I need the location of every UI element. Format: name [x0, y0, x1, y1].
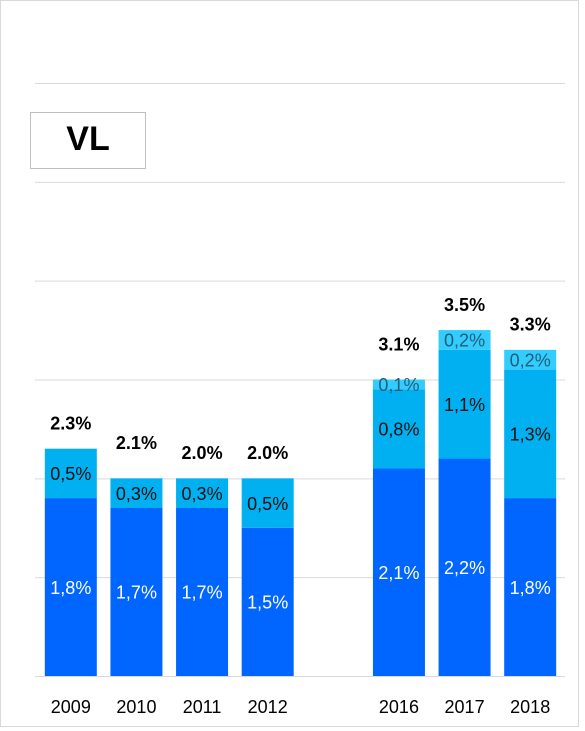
value-label: 1,3% — [510, 425, 551, 445]
value-label: 2,1% — [378, 563, 419, 583]
annotation-box — [30, 112, 146, 169]
bar-segment — [176, 507, 229, 676]
value-label: 0,5% — [247, 494, 288, 514]
total-label: 2.3% — [50, 413, 91, 433]
value-label: 1,1% — [444, 395, 485, 415]
value-label: 0,8% — [378, 420, 419, 440]
bars: 1,8% 0,5% 2.3% 1,7% 0,3% 2.1% 1,7% 0,3% 2.0% 1,5%… — [44, 295, 557, 676]
bar-segment — [438, 349, 491, 459]
value-label: 0,2% — [444, 331, 485, 351]
value-label: 0,3% — [182, 484, 223, 504]
value-label: 0,2% — [510, 350, 551, 370]
x-tick-label: 2012 — [248, 697, 288, 717]
x-tick-label: 2016 — [379, 697, 419, 717]
bar-segment — [44, 498, 97, 676]
bar-segment — [504, 349, 557, 370]
x-tick-label: 2018 — [510, 697, 550, 717]
bar-segment — [110, 478, 163, 508]
total-label: 2.0% — [182, 443, 223, 463]
total-label: 3.5% — [444, 295, 485, 315]
bar-segment — [438, 330, 491, 350]
x-tick-label: 2010 — [116, 697, 156, 717]
bar-segment — [44, 448, 97, 499]
value-label: 0,5% — [50, 464, 91, 484]
bar-segment — [504, 498, 557, 676]
x-tick-label: 2011 — [183, 697, 222, 717]
value-label: 0,3% — [116, 484, 157, 504]
bar-segment — [372, 468, 425, 676]
bar-segment — [372, 389, 425, 469]
x-tick-label: 2009 — [51, 697, 91, 717]
value-label: 1,8% — [510, 578, 551, 598]
bar-segment — [241, 527, 294, 676]
annotation: VL — [66, 120, 109, 158]
total-label: 3.1% — [378, 334, 419, 354]
x-tick-label: 2017 — [445, 697, 485, 717]
bar-segment — [241, 478, 294, 528]
bar-segment — [372, 379, 425, 390]
value-label: 1,5% — [247, 593, 288, 613]
value-label: 2,2% — [444, 558, 485, 578]
value-label: 1,8% — [50, 578, 91, 598]
bar-segment — [438, 458, 491, 676]
value-label: 1,7% — [182, 583, 223, 603]
bar-segment — [110, 507, 163, 676]
total-label: 2.0% — [247, 443, 288, 463]
total-label: 2.1% — [116, 433, 157, 453]
value-label: 1,7% — [116, 583, 157, 603]
bar-segment — [504, 369, 557, 499]
bar-segment — [176, 478, 229, 508]
value-label: 0,1% — [378, 375, 419, 395]
total-label: 3.3% — [510, 315, 551, 335]
